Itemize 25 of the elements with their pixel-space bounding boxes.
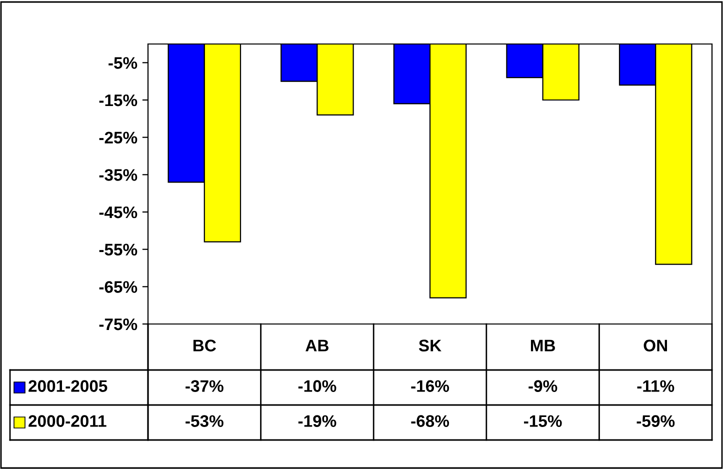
data-label: -68% — [411, 415, 450, 427]
data-label: -53% — [186, 415, 224, 427]
x-tick-label: MB — [530, 340, 556, 352]
y-tick-label: -5% — [108, 57, 138, 69]
y-tick-label: -25% — [99, 132, 138, 144]
data-label: -11% — [637, 380, 674, 392]
data-label: -15% — [524, 415, 562, 427]
data-label: -10% — [298, 380, 336, 392]
legend-label: 2001-2005 — [28, 380, 108, 392]
x-tick-label: AB — [306, 340, 328, 352]
y-tick-label: -75% — [99, 318, 138, 330]
y-tick-label: -35% — [99, 169, 138, 181]
y-tick-label: -55% — [99, 244, 138, 256]
x-tick-label: SK — [418, 340, 442, 352]
y-tick-label: -65% — [99, 281, 138, 293]
data-label: -37% — [186, 380, 224, 392]
data-label: -19% — [298, 415, 336, 427]
y-tick-label: -15% — [99, 94, 138, 106]
data-label: -9% — [528, 380, 558, 392]
x-tick-label: BC — [193, 340, 216, 352]
y-tick-label: -45% — [99, 206, 138, 218]
data-label: -16% — [411, 380, 450, 392]
legend-label: 2000-2011 — [28, 415, 106, 427]
x-tick-label: ON — [644, 340, 667, 352]
data-label: -59% — [636, 415, 675, 427]
